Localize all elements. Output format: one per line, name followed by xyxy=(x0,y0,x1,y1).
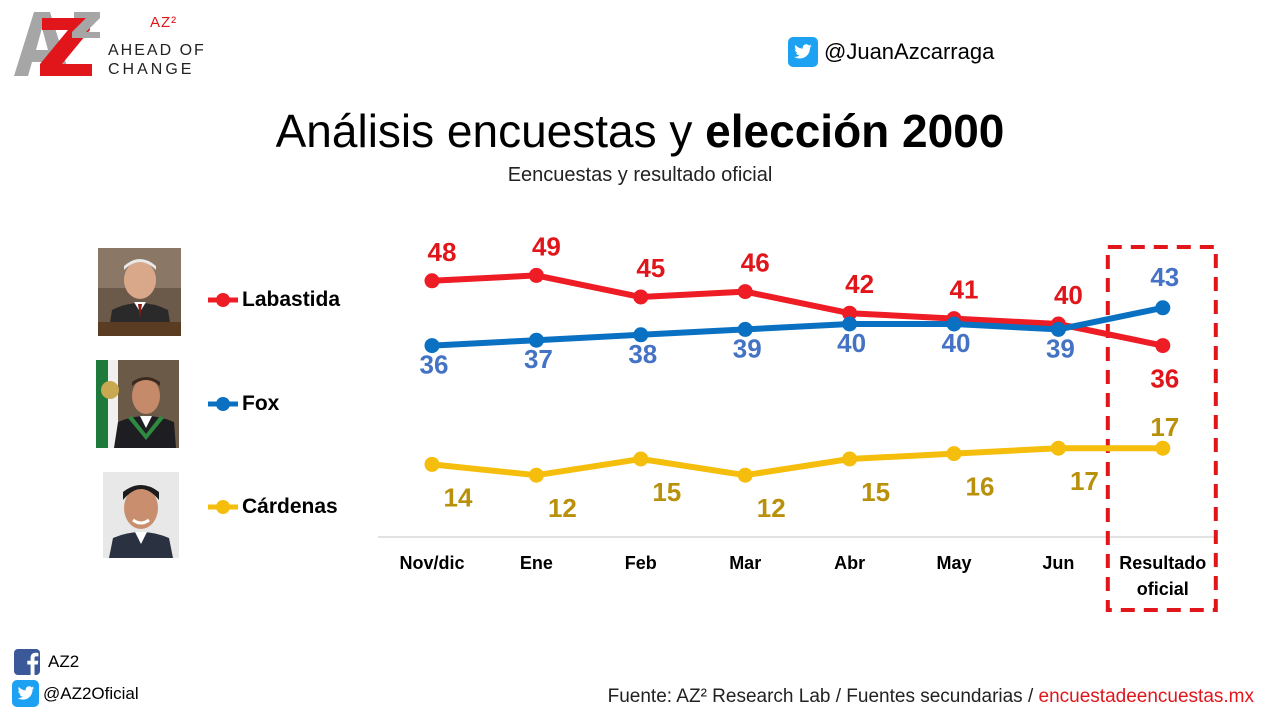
photo-fox xyxy=(96,360,179,448)
data-label: 40 xyxy=(837,328,866,358)
data-point xyxy=(737,467,753,483)
page-subtitle: Eencuestas y resultado oficial xyxy=(507,164,773,186)
facebook-name: AZ2 xyxy=(48,652,80,671)
data-label: 12 xyxy=(757,493,786,523)
data-label: 36 xyxy=(1150,364,1179,394)
data-point xyxy=(528,332,544,348)
data-point xyxy=(633,451,649,467)
data-point xyxy=(1155,300,1171,316)
legend-marker-cardenas xyxy=(208,500,238,514)
footer-twitter[interactable]: @AZ2Oficial xyxy=(12,680,139,707)
data-point xyxy=(424,338,440,354)
data-label: 16 xyxy=(966,472,995,502)
x-tick-label: Abr xyxy=(834,553,865,573)
series-line-fox xyxy=(429,304,1166,349)
footer-facebook[interactable]: AZ2 xyxy=(14,649,79,675)
data-point xyxy=(424,273,440,289)
legend-marker-fox xyxy=(208,397,238,411)
header-twitter[interactable]: @JuanAzcarraga xyxy=(788,37,994,67)
data-point xyxy=(946,446,962,462)
photo-labastida xyxy=(98,248,181,336)
data-point xyxy=(528,267,544,283)
data-label: 39 xyxy=(1046,333,1075,363)
data-label: 40 xyxy=(1054,280,1083,310)
x-tick-label: May xyxy=(936,553,971,573)
data-point xyxy=(1155,440,1171,456)
twitter-handle: @JuanAzcarraga xyxy=(824,39,995,64)
facebook-icon xyxy=(14,649,40,675)
highlight-box xyxy=(1105,245,1218,612)
data-point xyxy=(633,327,649,343)
data-point xyxy=(424,456,440,472)
source-note: Fuente: AZ² Research Lab / Fuentes secun… xyxy=(608,686,1254,708)
az2-logo-mark xyxy=(14,12,100,76)
legend-label-labastida: Labastida xyxy=(242,288,341,311)
x-tick-label: Jun xyxy=(1042,553,1074,573)
data-label: 39 xyxy=(733,333,762,363)
data-point xyxy=(842,305,858,321)
title-regular: Análisis encuestas y xyxy=(275,105,706,157)
data-label: 12 xyxy=(548,493,577,523)
data-label: 45 xyxy=(636,253,665,283)
data-point xyxy=(1155,338,1171,354)
data-point xyxy=(737,321,753,337)
data-point xyxy=(737,284,753,300)
data-label: 15 xyxy=(652,477,681,507)
logo-superscript: AZ² xyxy=(150,14,178,31)
data-point xyxy=(1050,321,1066,337)
data-point xyxy=(633,289,649,305)
page-title: Análisis encuestas y elección 2000 xyxy=(0,104,1280,158)
title-bold: elección 2000 xyxy=(705,105,1005,157)
data-label: 15 xyxy=(861,477,890,507)
data-point xyxy=(1050,440,1066,456)
data-label: 37 xyxy=(524,344,553,374)
data-label: 42 xyxy=(845,269,874,299)
legend-item-labastida: Labastida xyxy=(206,288,340,312)
data-point xyxy=(842,316,858,332)
data-point xyxy=(528,467,544,483)
twitter-handle-footer: @AZ2Oficial xyxy=(43,683,139,703)
data-label: 17 xyxy=(1150,412,1179,442)
data-label: 36 xyxy=(420,350,449,380)
data-label: 43 xyxy=(1150,262,1179,292)
x-tick-label: Mar xyxy=(729,553,761,573)
x-tick-label: Nov/dic xyxy=(399,553,464,573)
twitter-icon xyxy=(788,37,818,67)
data-label: 41 xyxy=(950,275,979,305)
x-tick-label: Ene xyxy=(520,553,553,573)
source-text: Fuente: AZ² Research Lab / Fuentes secun… xyxy=(607,686,1039,707)
data-label: 40 xyxy=(942,328,971,358)
data-label: 46 xyxy=(741,248,770,278)
data-label: 14 xyxy=(444,482,473,512)
logo-tagline-line1: AHEAD OF xyxy=(108,42,206,59)
x-tick-label: Feb xyxy=(625,553,657,573)
data-point xyxy=(842,451,858,467)
legend-item-cardenas: Cárdenas xyxy=(206,495,338,519)
legend-label-cardenas: Cárdenas xyxy=(242,495,338,518)
source-link[interactable]: encuestadeencuestas.mx xyxy=(1038,686,1254,707)
legend-item-fox: Fox xyxy=(206,392,279,416)
data-point xyxy=(946,316,962,332)
data-label: 49 xyxy=(532,231,561,261)
data-label: 38 xyxy=(628,339,657,369)
legend-marker-labastida xyxy=(208,293,238,307)
legend-label-fox: Fox xyxy=(242,392,280,415)
data-label: 48 xyxy=(428,237,457,267)
data-label: 17 xyxy=(1070,466,1099,496)
az2-logo: AZ² AHEAD OF CHANGE xyxy=(12,10,212,82)
twitter-icon xyxy=(12,680,39,707)
x-tick-label: Resultado oficial xyxy=(1119,553,1206,599)
series-line-cárdenas xyxy=(429,445,1166,479)
series-line-labastida xyxy=(429,272,1166,349)
photo-cardenas xyxy=(103,472,179,558)
logo-tagline-line2: CHANGE xyxy=(108,61,195,78)
